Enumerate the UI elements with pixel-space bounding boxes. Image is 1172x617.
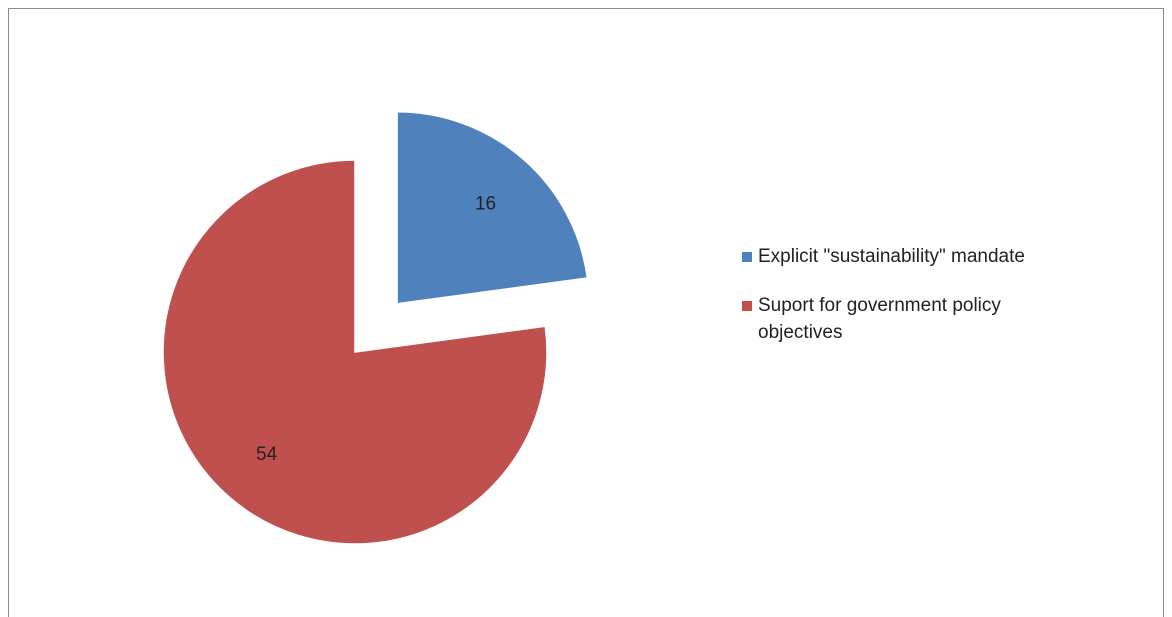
legend-swatch-government-policy	[742, 301, 752, 311]
slice-sustainability	[396, 111, 589, 305]
data-label-sustainability: 16	[475, 194, 496, 215]
legend-label-government-policy: Suport for government policy objectives	[758, 295, 1001, 343]
legend: Explicit "sustainability" mandate Suport…	[742, 243, 1142, 368]
legend-swatch-sustainability	[742, 252, 752, 262]
legend-item-government-policy: Suport for government policy objectives	[742, 292, 1142, 346]
data-label-government-policy: 54	[256, 444, 278, 465]
slice-government-policy	[162, 159, 548, 545]
legend-label-sustainability: Explicit "sustainability" mandate	[758, 246, 1025, 267]
legend-item-sustainability: Explicit "sustainability" mandate	[742, 243, 1142, 270]
